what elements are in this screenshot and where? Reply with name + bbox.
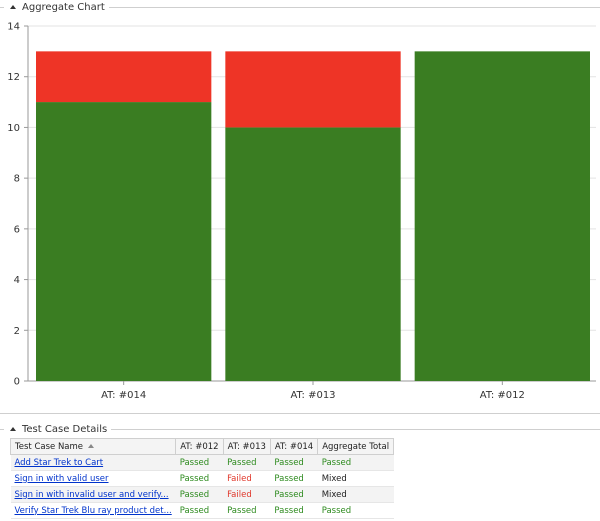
y-tick-label: 0 [14, 377, 20, 388]
details-section-header[interactable]: Test Case Details [4, 422, 112, 436]
sort-ascending-icon[interactable] [88, 444, 95, 448]
chart-section-title: Aggregate Chart [22, 1, 105, 13]
table-row[interactable]: Sign in with valid user Passed Failed Passe… [10, 470, 394, 487]
test-case-table: Test Case Name AT: #012 AT: #013 AT: #01… [9, 438, 395, 519]
y-tick-label: 6 [14, 224, 20, 235]
chart-bottom-rule [0, 413, 600, 414]
column-header-label: AT: #014 [274, 441, 314, 452]
x-tick-label: AT: #013 [290, 390, 335, 401]
column-header-label: AT: #012 [180, 441, 219, 452]
test-case-name-cell: Add Star Trek to Cart [10, 454, 176, 471]
at-012-status-cell: Passed [175, 502, 224, 519]
table-row[interactable]: Sign in with invalid user and verify... P… [10, 486, 394, 503]
test-case-link[interactable]: Sign in with valid user [14, 473, 109, 484]
collapse-triangle-icon[interactable] [10, 5, 16, 9]
at-014-status-cell: Passed [270, 454, 318, 471]
bar-segment-passed [414, 51, 590, 381]
bar-segment-failed [36, 51, 212, 103]
x-tick-label: AT: #012 [480, 390, 525, 401]
test-case-name-cell: Sign in with valid user [10, 470, 176, 487]
collapse-triangle-icon[interactable] [10, 427, 16, 431]
at-012-status-cell: Passed [175, 454, 224, 471]
test-case-table-wrap: Test Case Name AT: #012 AT: #013 AT: #01… [9, 438, 395, 519]
aggregate-total-cell: Mixed [317, 470, 394, 487]
chart-section-rule [0, 7, 600, 8]
table-header-row: Test Case Name AT: #012 AT: #013 AT: #01… [9, 438, 395, 455]
aggregate-chart: 0 2 4 6 8 10 12 14 AT: #014 AT: #013 AT: #012 [0, 16, 600, 408]
at-014-status-cell: Passed [270, 470, 318, 487]
column-header-test-case-name[interactable]: Test Case Name [9, 438, 177, 455]
aggregate-chart-svg: 0 2 4 6 8 10 12 14 AT: #014 AT: #013 AT: #012 [7, 22, 596, 401]
y-tick-label: 2 [14, 326, 20, 337]
test-case-link[interactable]: Verify Star Trek Blu ray product det... [14, 505, 172, 516]
at-013-status-cell: Passed [223, 454, 271, 471]
at-013-status-cell: Failed [223, 486, 271, 503]
bar-segment-passed [36, 102, 212, 382]
aggregate-total-cell: Passed [317, 502, 394, 519]
y-tick-label: 14 [7, 22, 20, 33]
at-012-status-cell: Passed [175, 486, 224, 503]
column-header-at-012[interactable]: AT: #012 [175, 438, 224, 455]
bar-segment-passed [225, 127, 401, 381]
column-header-label: Test Case Name [15, 441, 84, 452]
y-tick-label: 4 [14, 275, 20, 286]
details-section-title: Test Case Details [22, 423, 108, 435]
at-014-status-cell: Passed [270, 502, 318, 519]
y-tick-label: 8 [14, 174, 20, 185]
at-012-status-cell: Passed [175, 470, 224, 487]
at-013-status-cell: Failed [223, 470, 271, 487]
at-014-status-cell: Passed [270, 486, 318, 503]
bar-segment-failed [225, 51, 401, 128]
table-row[interactable]: Add Star Trek to Cart Passed Passed Passed P… [10, 454, 394, 471]
table-row[interactable]: Verify Star Trek Blu ray product det... P… [10, 502, 394, 519]
column-header-label: AT: #013 [227, 441, 266, 452]
test-case-link[interactable]: Add Star Trek to Cart [14, 457, 104, 468]
chart-section-header[interactable]: Aggregate Chart [4, 0, 109, 14]
test-case-name-cell: Verify Star Trek Blu ray product det... [10, 502, 176, 519]
aggregate-total-cell: Mixed [317, 486, 394, 503]
column-header-aggregate-total[interactable]: Aggregate Total [317, 438, 395, 455]
test-case-name-cell: Sign in with invalid user and verify... [10, 486, 176, 503]
aggregate-total-cell: Passed [317, 454, 394, 471]
at-013-status-cell: Passed [223, 502, 271, 519]
test-case-link[interactable]: Sign in with invalid user and verify... [14, 489, 169, 500]
details-section-rule [0, 429, 600, 430]
column-header-label: Aggregate Total [322, 441, 390, 452]
y-tick-label: 12 [7, 72, 20, 83]
y-tick-label: 10 [7, 123, 20, 134]
column-header-at-013[interactable]: AT: #013 [222, 438, 271, 455]
x-tick-label: AT: #014 [101, 390, 146, 401]
column-header-at-014[interactable]: AT: #014 [269, 438, 319, 455]
table-body: Add Star Trek to Cart Passed Passed Passed P… [10, 454, 394, 519]
